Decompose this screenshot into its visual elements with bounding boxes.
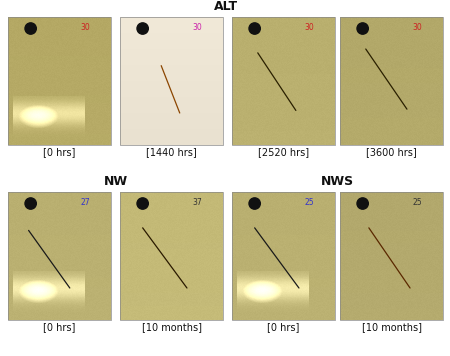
- Text: [0 hrs]: [0 hrs]: [43, 322, 76, 332]
- Bar: [340, 192, 443, 320]
- Bar: [232, 192, 335, 320]
- Circle shape: [249, 198, 260, 209]
- Circle shape: [249, 23, 260, 34]
- Bar: [8, 17, 111, 145]
- Text: 25: 25: [305, 198, 314, 207]
- Circle shape: [25, 198, 36, 209]
- Text: [0 hrs]: [0 hrs]: [43, 147, 76, 157]
- Bar: [120, 192, 223, 320]
- Text: ALT: ALT: [213, 0, 238, 13]
- Text: [1440 hrs]: [1440 hrs]: [146, 147, 197, 157]
- Text: [2520 hrs]: [2520 hrs]: [258, 147, 309, 157]
- Text: 37: 37: [193, 198, 202, 207]
- Bar: [120, 17, 223, 145]
- Text: 30: 30: [81, 23, 90, 32]
- Text: 30: 30: [304, 23, 314, 32]
- Bar: [8, 192, 111, 320]
- Bar: [232, 17, 335, 145]
- Bar: [340, 17, 443, 145]
- Text: NWS: NWS: [321, 175, 354, 188]
- Text: 25: 25: [413, 198, 422, 207]
- Text: 30: 30: [412, 23, 422, 32]
- Text: NW: NW: [104, 175, 127, 188]
- Text: [0 hrs]: [0 hrs]: [267, 322, 300, 332]
- Text: [3600 hrs]: [3600 hrs]: [366, 147, 417, 157]
- Circle shape: [25, 23, 36, 34]
- Circle shape: [137, 198, 148, 209]
- Circle shape: [137, 23, 148, 34]
- Text: [10 months]: [10 months]: [361, 322, 422, 332]
- Circle shape: [357, 198, 369, 209]
- Text: 27: 27: [81, 198, 90, 207]
- Circle shape: [357, 23, 369, 34]
- Text: [10 months]: [10 months]: [141, 322, 202, 332]
- Text: 30: 30: [193, 23, 202, 32]
